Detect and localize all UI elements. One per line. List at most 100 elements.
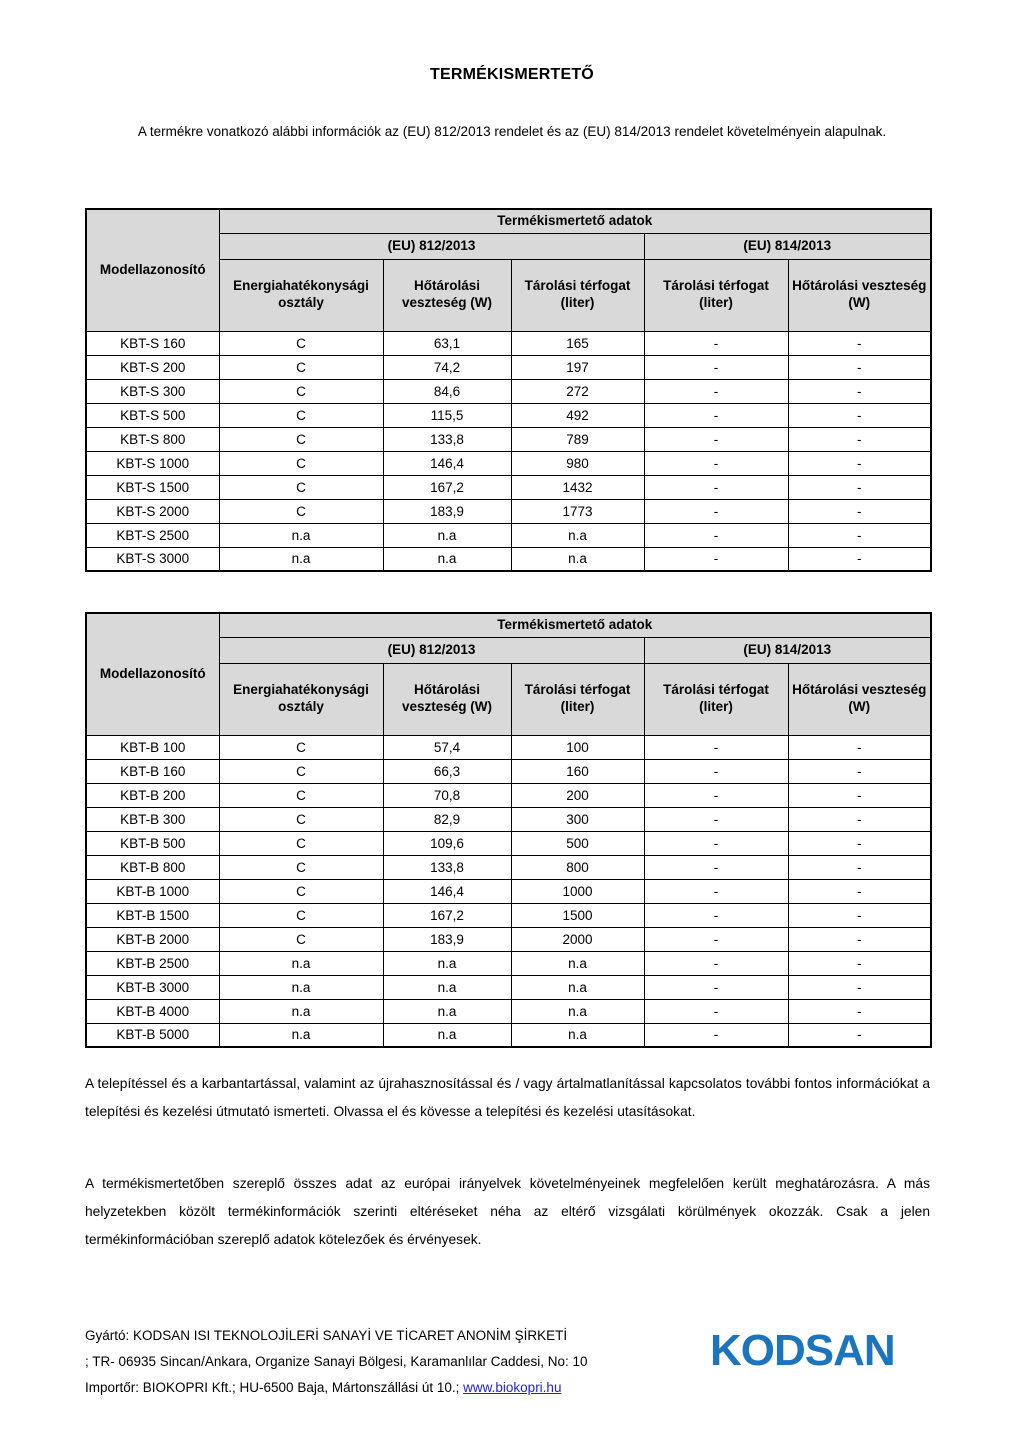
table-row: KBT-B 100 C 57,4 100- - <box>85 734 932 760</box>
kbt-b-spec-table: Modellazonosító Termékismertető adatok (… <box>85 612 933 1048</box>
table-cell: - <box>643 878 789 904</box>
table-cell: 1500 <box>510 902 645 928</box>
table-cell: KBT-S 500 <box>85 402 220 428</box>
table-cell: - <box>787 998 932 1024</box>
kbt-s-spec-table: Modellazonosító Termékismertető adatok (… <box>85 208 933 572</box>
table-row: KBT-B 1500 C 167,2 1500- - <box>85 902 932 928</box>
table-cell: - <box>787 450 932 476</box>
importer-line: Importőr: BIOKOPRI Kft.; HU-6500 Baja, M… <box>85 1375 705 1401</box>
table-cell: KBT-S 2500 <box>85 522 220 548</box>
table-cell: - <box>643 402 789 428</box>
table-cell: - <box>787 782 932 808</box>
table-cell: C <box>218 854 384 880</box>
table-cell: - <box>787 758 932 784</box>
table-cell: C <box>218 426 384 452</box>
col-header-energy-class: Energiahatékonysági osztály <box>218 662 384 736</box>
table-row: KBT-S 800 C 133,8 789- - <box>85 426 932 452</box>
table-cell: - <box>643 854 789 880</box>
table-cell: C <box>218 782 384 808</box>
table-cell: - <box>787 474 932 500</box>
table-cell: n.a <box>382 546 512 572</box>
table-cell: KBT-S 2000 <box>85 498 220 524</box>
table-cell: 200 <box>510 782 645 808</box>
table-cell: 183,9 <box>382 498 512 524</box>
table-cell: n.a <box>218 546 384 572</box>
table-group-header: Termékismertető adatok <box>218 208 932 234</box>
table-cell: - <box>643 354 789 380</box>
table-row: KBT-S 1500 C 167,2 1432- - <box>85 474 932 500</box>
table-row: KBT-B 3000 n.a n.a n.a - - <box>85 974 932 1000</box>
table-cell: 109,6 <box>382 830 512 856</box>
table-cell: - <box>643 522 789 548</box>
table-cell: 183,9 <box>382 926 512 952</box>
table-cell: 165 <box>510 330 645 356</box>
table-cell: KBT-B 3000 <box>85 974 220 1000</box>
table-row: KBT-S 160 C 63,1 165- - <box>85 330 932 356</box>
table-cell: 84,6 <box>382 378 512 404</box>
table-cell: KBT-B 2000 <box>85 926 220 952</box>
table-cell: - <box>787 734 932 760</box>
table-row: KBT-B 2000 C 183,9 2000- - <box>85 926 932 952</box>
table-cell: 146,4 <box>382 878 512 904</box>
table-row: KBT-B 5000 n.a n.a n.a - - <box>85 1022 932 1048</box>
table-cell: n.a <box>218 998 384 1024</box>
table-cell: - <box>643 830 789 856</box>
table-cell: - <box>643 546 789 572</box>
table-cell: 500 <box>510 830 645 856</box>
table-cell: - <box>787 974 932 1000</box>
col-header-model: Modellazonosító <box>85 612 220 736</box>
table-cell: 160 <box>510 758 645 784</box>
table-cell: KBT-B 5000 <box>85 1022 220 1048</box>
table-row: KBT-B 2500 n.a n.a n.a - - <box>85 950 932 976</box>
table-cell: 2000 <box>510 926 645 952</box>
col-header-storage-volume-814: Tárolási térfogat (liter) <box>643 258 789 332</box>
table-cell: 1432 <box>510 474 645 500</box>
table-row: KBT-S 2000 C 183,9 1773- - <box>85 498 932 524</box>
table-cell: 492 <box>510 402 645 428</box>
table-cell: 133,8 <box>382 426 512 452</box>
table-cell: n.a <box>510 1022 645 1048</box>
table-cell: C <box>218 806 384 832</box>
col-header-storage-loss-814: Hőtárolási veszteség (W) <box>787 662 932 736</box>
table-cell: - <box>787 1022 932 1048</box>
table-cell: 1000 <box>510 878 645 904</box>
table-cell: - <box>643 974 789 1000</box>
table-cell: n.a <box>510 546 645 572</box>
installation-paragraph: A telepítéssel és a karbantartással, val… <box>85 1076 930 1119</box>
table-cell: KBT-S 800 <box>85 426 220 452</box>
table-row: KBT-S 200 C 74,2 197- - <box>85 354 932 380</box>
table-cell: 300 <box>510 806 645 832</box>
table-cell: - <box>643 498 789 524</box>
col-header-model: Modellazonosító <box>85 208 220 332</box>
table-cell: KBT-S 300 <box>85 378 220 404</box>
table-cell: KBT-B 200 <box>85 782 220 808</box>
table-cell: KBT-B 160 <box>85 758 220 784</box>
col-header-storage-volume-812: Tárolási térfogat (liter) <box>510 258 645 332</box>
table-row: KBT-B 1000 C 146,4 1000- - <box>85 878 932 904</box>
table-cell: C <box>218 734 384 760</box>
table-cell: - <box>787 806 932 832</box>
table-cell: - <box>643 758 789 784</box>
footer: Gyártó: KODSAN ISI TEKNOLOJİLERİ SANAYİ … <box>85 1323 705 1401</box>
table-cell: - <box>787 498 932 524</box>
table-cell: C <box>218 330 384 356</box>
table-cell: - <box>787 522 932 548</box>
table-cell: - <box>787 402 932 428</box>
table-cell: n.a <box>218 522 384 548</box>
table-row: KBT-S 3000 n.a n.a n.a - - <box>85 546 932 572</box>
table-cell: 70,8 <box>382 782 512 808</box>
table-cell: - <box>643 998 789 1024</box>
table-cell: 100 <box>510 734 645 760</box>
regulation-812-header: (EU) 812/2013 <box>218 232 645 260</box>
table-cell: 167,2 <box>382 902 512 928</box>
table-cell: - <box>643 950 789 976</box>
table-cell: - <box>643 450 789 476</box>
intro-paragraph: A termékre vonatkozó alábbi információk … <box>137 124 887 139</box>
biokopri-link[interactable]: www.biokopri.hu <box>463 1380 562 1395</box>
table-cell: C <box>218 878 384 904</box>
table-cell: C <box>218 758 384 784</box>
table-row: KBT-S 300 C 84,6 272- - <box>85 378 932 404</box>
table-cell: n.a <box>510 998 645 1024</box>
table-cell: - <box>787 426 932 452</box>
importer-text: Importőr: BIOKOPRI Kft.; HU-6500 Baja, M… <box>85 1380 464 1395</box>
